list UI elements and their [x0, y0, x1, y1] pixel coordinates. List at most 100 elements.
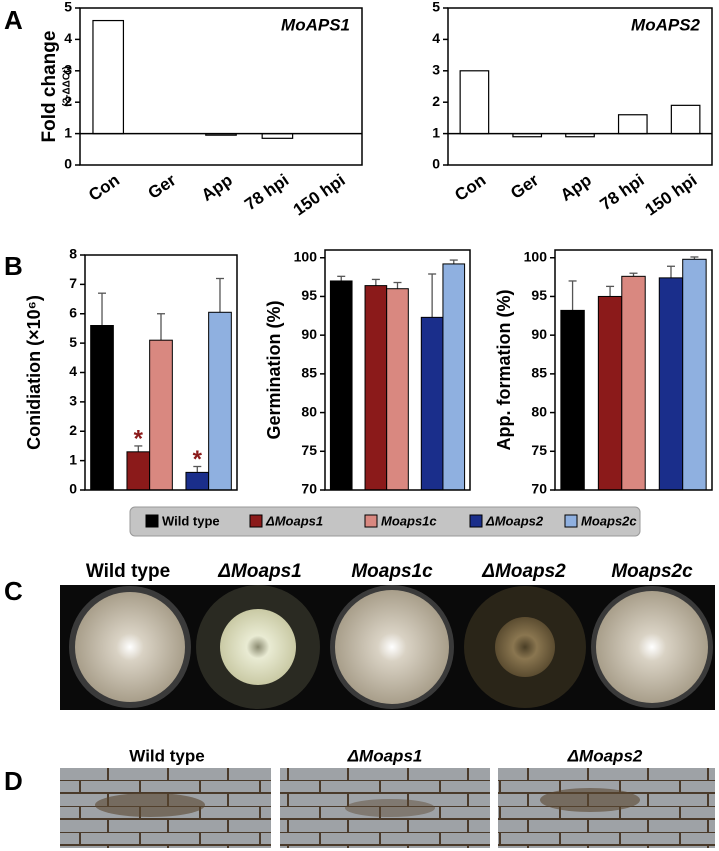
colony	[495, 617, 555, 677]
hyphae	[345, 799, 435, 817]
panel-label: C	[4, 576, 23, 606]
x-tick-label: 78 hpi	[597, 170, 648, 214]
panel-label: D	[4, 766, 23, 796]
legend-label: ΔMoaps1	[265, 513, 323, 528]
legend-label: Wild type	[162, 513, 220, 528]
y-tick-label: 2	[69, 422, 77, 438]
x-tick-label: 150 hpi	[290, 170, 349, 219]
legend-swatch	[249, 514, 263, 528]
bar	[149, 339, 173, 491]
colony	[75, 592, 185, 702]
hyphae	[540, 788, 640, 812]
bar	[682, 258, 707, 491]
colony-label: Moaps1c	[351, 561, 433, 582]
y-tick-label: 1	[69, 451, 77, 467]
y-tick-label: 85	[301, 365, 317, 381]
bar	[442, 263, 466, 491]
y-tick-label: 75	[301, 442, 317, 458]
micrograph-label: ΔMoaps1	[347, 746, 423, 765]
legend-label: ΔMoaps2	[485, 513, 544, 528]
bar	[658, 277, 684, 491]
micrograph-label: ΔMoaps2	[567, 746, 643, 765]
y-tick-label: 1	[432, 124, 440, 140]
y-tick-label: 2	[432, 93, 440, 109]
bar	[364, 285, 388, 491]
bar	[208, 311, 232, 491]
legend-swatch	[145, 514, 159, 528]
bar	[90, 325, 114, 491]
x-tick-label: App	[557, 170, 595, 205]
colony	[335, 590, 449, 704]
hyphae	[95, 793, 205, 817]
y-tick-label: 90	[301, 326, 317, 342]
colony-label: Wild type	[86, 561, 170, 582]
bar	[420, 316, 444, 491]
y-tick-label: 100	[524, 248, 548, 264]
y-tick-label: 0	[69, 481, 77, 497]
plot-frame	[84, 254, 238, 491]
bar	[617, 114, 648, 135]
chart-title: MoAPS2	[631, 15, 701, 34]
significance-mark: *	[134, 425, 144, 452]
bar	[386, 288, 409, 491]
y-tick-label: 8	[69, 246, 77, 262]
colony-label: Moaps2c	[611, 561, 693, 582]
y-tick-label: 85	[531, 365, 547, 381]
plot-frame	[447, 7, 713, 166]
colony-label: ΔMoaps2	[481, 561, 566, 582]
bar	[126, 451, 151, 491]
y-tick-label: 3	[432, 62, 440, 78]
plot-frame	[79, 7, 363, 166]
bar	[185, 471, 210, 491]
y-tick-label: 3	[69, 393, 77, 409]
y-tick-label: 95	[301, 287, 317, 303]
x-tick-label: Con	[451, 170, 489, 205]
colony	[596, 591, 708, 703]
legend-swatch	[364, 514, 378, 528]
y-tick-label: 5	[432, 0, 440, 15]
bar	[621, 275, 646, 491]
y-tick-label: 4	[432, 30, 440, 46]
y-axis-sublabel: (2-ΔΔCt)	[62, 66, 73, 106]
y-tick-label: 70	[531, 481, 547, 497]
y-tick-label: 0	[64, 156, 72, 172]
bar	[670, 104, 701, 135]
x-tick-label: Ger	[507, 170, 542, 203]
y-tick-label: 0	[432, 156, 440, 172]
legend-box	[129, 506, 641, 537]
x-tick-label: 150 hpi	[642, 170, 701, 219]
panel-label: A	[4, 5, 23, 35]
y-tick-label: 75	[531, 442, 547, 458]
colony	[220, 609, 296, 685]
x-tick-label: Con	[85, 170, 123, 205]
y-tick-label: 3	[64, 62, 72, 78]
legend-label: Moaps1c	[381, 513, 437, 528]
y-tick-label: 2	[64, 93, 72, 109]
y-tick-label: 1	[64, 124, 72, 140]
chart-title: MoAPS1	[281, 15, 350, 34]
y-tick-label: 80	[301, 403, 317, 419]
y-axis-label: Fold change	[39, 31, 60, 143]
panel-label: B	[4, 251, 23, 281]
y-tick-label: 5	[69, 334, 77, 350]
colony-label: ΔMoaps1	[217, 561, 302, 582]
bar	[597, 295, 623, 491]
y-tick-label: 4	[64, 30, 72, 46]
y-tick-label: 95	[531, 287, 547, 303]
micrograph-label: Wild type	[129, 746, 204, 765]
micrograph	[280, 768, 490, 848]
bar	[459, 70, 490, 135]
y-tick-label: 70	[301, 481, 317, 497]
y-tick-label: 90	[531, 326, 547, 342]
x-tick-label: App	[198, 170, 236, 205]
x-tick-label: Ger	[145, 170, 180, 203]
y-axis-label: Conidiation (×10⁶)	[24, 295, 44, 450]
significance-mark: *	[193, 446, 203, 473]
y-tick-label: 5	[64, 0, 72, 15]
bar	[560, 309, 585, 491]
y-tick-label: 6	[69, 304, 77, 320]
plot-frame	[324, 249, 471, 491]
legend-swatch	[469, 514, 483, 528]
legend-label: Moaps2c	[581, 513, 637, 528]
